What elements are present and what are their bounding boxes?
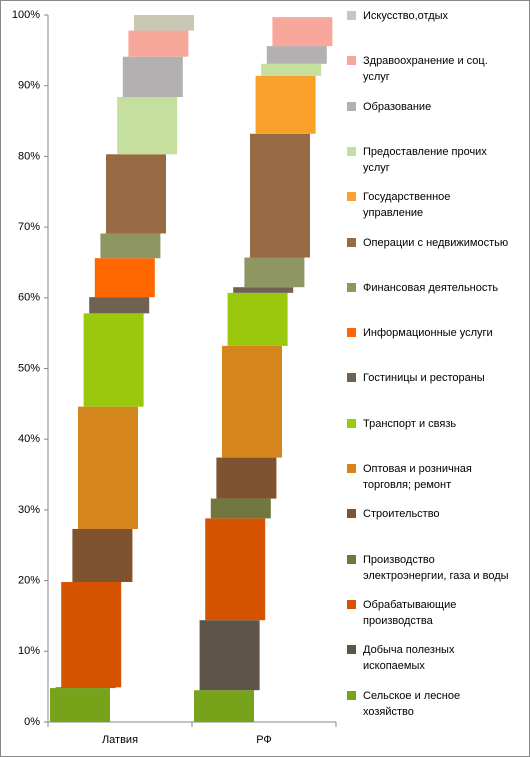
bar-segment	[227, 292, 288, 346]
legend-label: Информационные услуги	[363, 327, 493, 340]
legend-swatch	[347, 464, 356, 473]
legend-entry: Добыча полезных ископаемых	[344, 642, 524, 674]
bar-segment	[78, 406, 138, 529]
y-tick-label: 50%	[18, 362, 40, 374]
bar-segment	[216, 457, 277, 499]
legend-swatch	[347, 282, 356, 292]
bar-segment	[210, 498, 271, 519]
bar-segment	[222, 345, 282, 458]
y-tick-label: 70%	[18, 221, 40, 233]
legend-entry: Операции с недвижимостью	[344, 235, 524, 251]
legend-entry: Гостиницы и рестораны	[344, 370, 524, 386]
y-tick-label: 30%	[18, 504, 40, 516]
legend-swatch	[347, 373, 356, 383]
bar-segment	[244, 257, 305, 288]
legend-swatch	[347, 509, 356, 519]
bar-segment	[199, 620, 260, 691]
y-tick-label: 40%	[18, 433, 40, 445]
legend-entry: Сельское и лесное хозяйство	[344, 688, 524, 720]
bar-segment	[272, 17, 333, 47]
legend-entry: Предоставление прочих услуг	[344, 144, 524, 176]
legend-label: Государственное управление	[363, 191, 451, 220]
legend-label: Добыча полезных ископаемых	[363, 644, 455, 673]
bar-segment	[100, 233, 161, 259]
bar-segment	[205, 518, 266, 621]
legend-swatch	[347, 237, 356, 247]
legend-swatch	[347, 101, 356, 111]
bar-segment	[122, 56, 183, 98]
legend-label: Предоставление прочих услуг	[363, 145, 487, 174]
legend-label: Транспорт и связь	[363, 417, 457, 430]
y-tick-label: 10%	[18, 645, 40, 657]
legend-swatch	[347, 11, 356, 20]
x-tick-label: РФ	[256, 734, 272, 746]
legend-label: Производство электроэнергии, газа и воды	[363, 553, 509, 582]
bar-segment	[128, 30, 189, 57]
legend-swatch	[347, 192, 356, 202]
y-tick-label: 0%	[24, 716, 40, 728]
legend-entry: Транспорт и связь	[344, 416, 524, 432]
legend-swatch	[347, 328, 356, 338]
y-tick-label: 20%	[18, 575, 40, 587]
legend-swatch	[347, 418, 356, 428]
bar-segment	[255, 75, 316, 134]
legend-label: Здравоохранение и соц. услуг	[363, 55, 488, 84]
legend-label: Сельское и лесное хозяйство	[363, 689, 461, 718]
bar-segment	[117, 97, 178, 155]
legend-entry: Оптовая и розничная торговля; ремонт	[344, 461, 524, 493]
legend-label: Финансовая деятельность	[363, 281, 499, 294]
bar-segment	[134, 15, 194, 31]
y-tick-label: 100%	[12, 9, 40, 21]
legend-entry: Обрабатывающие производства	[344, 597, 524, 629]
legend-entry: Государственное управление	[344, 189, 524, 221]
legend-label: Гостиницы и рестораны	[363, 372, 485, 385]
y-tick-label: 80%	[18, 150, 40, 162]
bar-segment	[83, 313, 144, 407]
legend-swatch	[347, 146, 356, 156]
legend-entry: Образование	[344, 99, 524, 115]
bar-segment	[72, 528, 133, 583]
bar-segment	[61, 582, 122, 688]
bar-segment	[266, 46, 327, 64]
legend-entry: Финансовая деятельность	[344, 280, 524, 296]
legend-swatch	[347, 599, 356, 609]
bar-segment	[233, 287, 294, 293]
bar-segment	[106, 154, 166, 234]
bar-segment	[89, 297, 150, 314]
legend-entry: Здравоохранение и соц. услуг	[344, 53, 524, 85]
y-tick-label: 60%	[18, 292, 40, 304]
legend-label: Оптовая и розничная торговля; ремонт	[363, 463, 472, 491]
x-tick-label: Латвия	[102, 734, 138, 746]
y-tick-label: 90%	[18, 80, 40, 92]
bar-segment	[250, 133, 310, 258]
legend-label: Искусство,отдых	[363, 10, 449, 22]
legend-swatch	[347, 645, 356, 655]
legend-entry: Строительство	[344, 506, 524, 522]
legend-label: Операции с недвижимостью	[363, 236, 509, 249]
legend-swatch	[347, 56, 356, 66]
legend-swatch	[347, 554, 356, 564]
legend-entry: Производство электроэнергии, газа и воды	[344, 552, 524, 584]
legend-label: Образование	[363, 100, 432, 113]
legend-label: Обрабатывающие производства	[363, 598, 457, 627]
bar-segment	[261, 63, 322, 76]
legend-entry: Информационные услуги	[344, 325, 524, 341]
bar-segment	[55, 687, 116, 689]
bar-segment	[194, 690, 254, 722]
legend-swatch	[347, 690, 356, 700]
bar-segment	[94, 258, 155, 298]
legend-label: Строительство	[363, 508, 440, 521]
legend-entry: Искусство,отдых	[344, 8, 524, 24]
bar-segment	[50, 688, 110, 722]
